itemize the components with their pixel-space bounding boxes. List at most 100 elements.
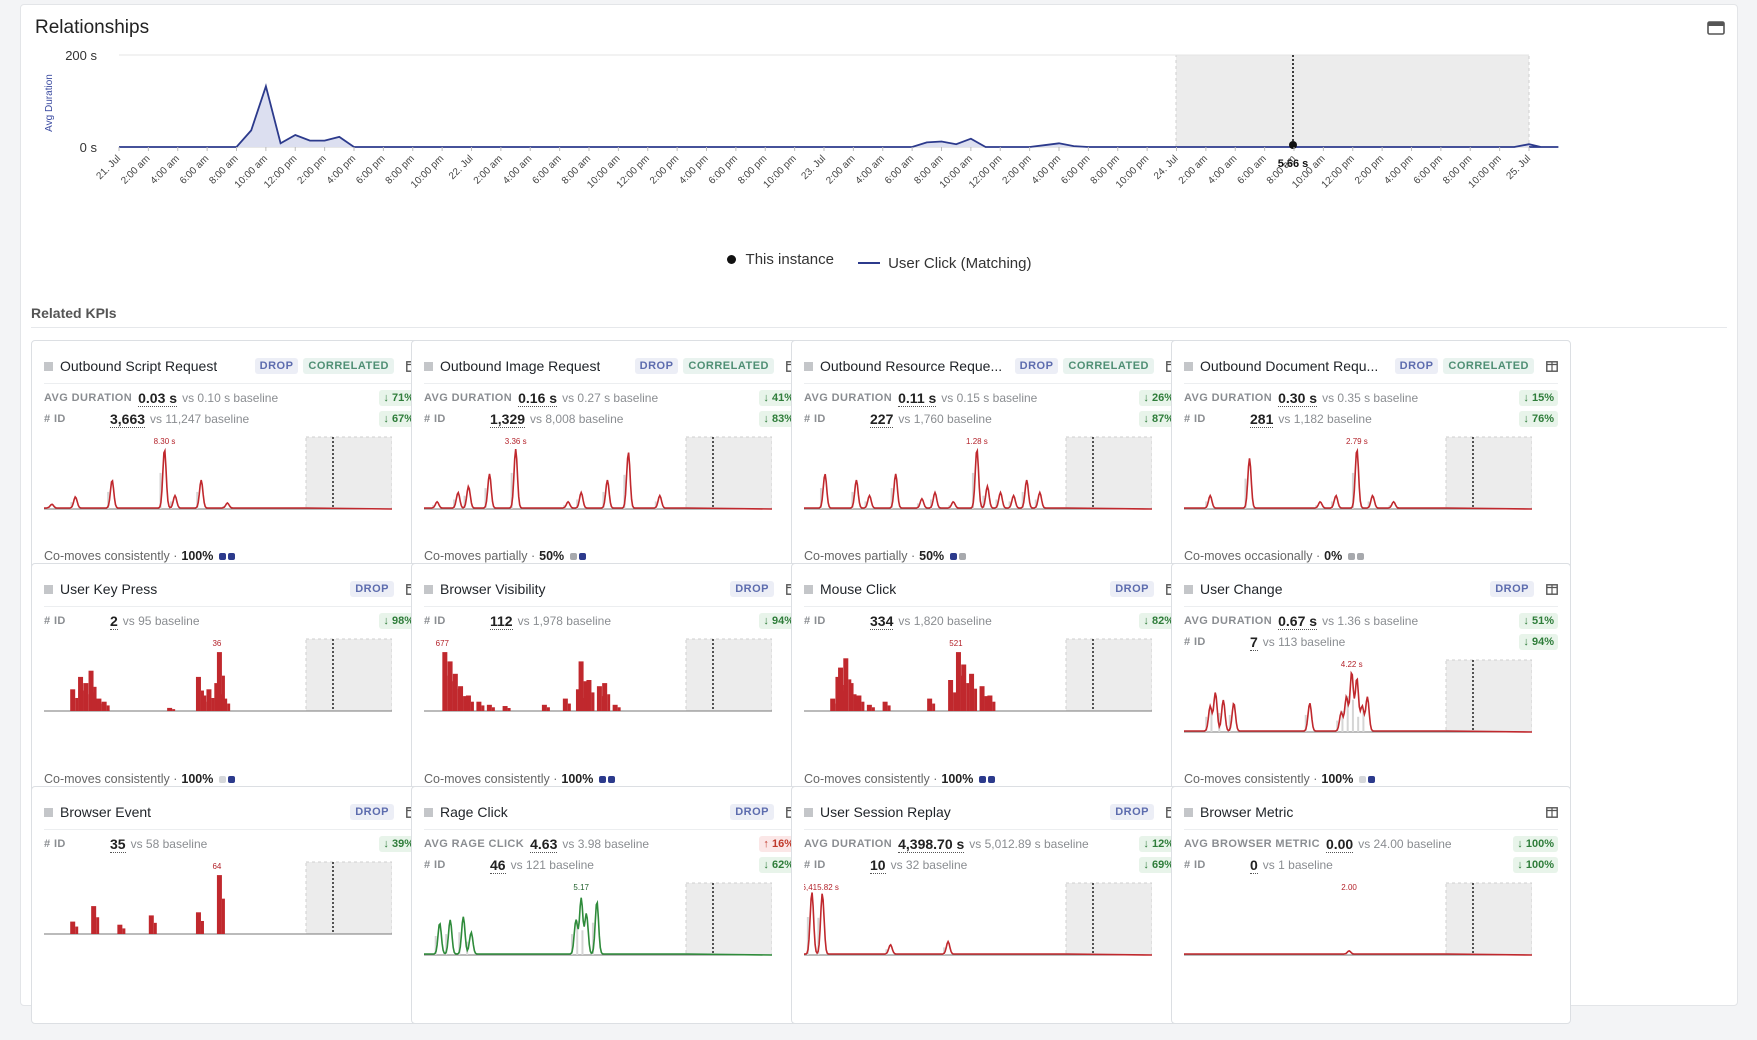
x-tick-label: 6:00 pm — [1412, 153, 1445, 186]
kpi-sparkline[interactable]: 36 — [44, 637, 392, 719]
kpi-card-title[interactable]: Outbound Document Requ... — [1200, 358, 1379, 374]
kpi-status-square-icon — [804, 361, 813, 371]
sparkline-bar — [447, 661, 453, 711]
kpi-card[interactable]: User Session Replay DROP AVG DURATION 4,398… — [791, 786, 1191, 1024]
kpi-sparkline[interactable]: 3.36 s — [424, 435, 772, 517]
kpi-card-title[interactable]: User Session Replay — [820, 804, 951, 820]
kpi-card[interactable]: User Key Press DROP # ID 2 vs 95 baseline ↓ 9… — [31, 563, 431, 801]
metric-baseline: vs 8,008 baseline — [530, 412, 624, 426]
selection-window — [305, 638, 392, 712]
co-move-percent: 100% — [181, 549, 214, 563]
card-divider — [424, 383, 798, 384]
kpi-sparkline[interactable]: 4.22 s — [1184, 658, 1532, 740]
drop-badge: DROP — [350, 581, 394, 597]
metric-value[interactable]: 0.03 s — [138, 389, 178, 407]
metric-baseline: vs 11,247 baseline — [150, 412, 250, 426]
kpi-sparkline[interactable]: 5.17 — [424, 881, 772, 963]
kpi-card[interactable]: Browser Visibility DROP # ID 112 vs 1,978 ba… — [411, 563, 811, 801]
metric-value[interactable]: 0.30 s — [1278, 389, 1318, 407]
kpi-card-title[interactable]: Rage Click — [440, 804, 508, 820]
legend-item-instance[interactable]: This instance — [726, 251, 834, 268]
kpi-card[interactable]: Outbound Resource Reque... DROP CORRELATED… — [791, 340, 1191, 578]
metric-value[interactable]: 0 — [1250, 856, 1258, 874]
co-move-indicator-icon — [1357, 552, 1365, 560]
metric-value[interactable]: 46 — [490, 856, 506, 874]
kpi-card[interactable]: Rage Click DROP AVG RAGE CLICK 4.63 vs 3.98 … — [411, 786, 811, 1024]
metric-value[interactable]: 10 — [870, 856, 886, 874]
kpi-card-title[interactable]: Outbound Script Request — [60, 358, 218, 374]
kpi-sparkline[interactable]: 2.79 s — [1184, 435, 1532, 517]
metric-value[interactable]: 35 — [110, 835, 126, 853]
metric-value[interactable]: 7 — [1250, 633, 1258, 651]
kpi-sparkline[interactable]: 64 — [44, 860, 392, 942]
metric-value[interactable]: 112 — [490, 612, 513, 630]
kpi-sparkline[interactable]: 677 — [424, 637, 772, 719]
open-table-icon[interactable] — [1546, 360, 1558, 372]
co-move-percent: 100% — [941, 772, 974, 786]
sparkline-bar — [491, 707, 495, 711]
kpi-card[interactable]: User Change DROP AVG DURATION 0.67 s vs 1.36… — [1171, 563, 1571, 801]
kpi-sparkline[interactable]: 2.00 — [1184, 881, 1532, 963]
kpi-sparkline[interactable]: 36,415.82 s — [804, 881, 1152, 963]
sparkline-bar — [866, 704, 872, 711]
sparkline-bar — [70, 921, 76, 934]
kpi-card-title[interactable]: User Key Press — [60, 581, 158, 597]
selection-window — [1445, 659, 1532, 733]
open-table-icon[interactable] — [1546, 583, 1558, 595]
metric-value[interactable]: 2 — [110, 612, 118, 630]
card-divider — [44, 383, 418, 384]
metric-value[interactable]: 3,663 — [110, 410, 146, 428]
metric-value[interactable]: 4.63 — [530, 835, 558, 853]
kpi-card[interactable]: Browser Metric AVG BROWSER METRIC 0.00 vs 2… — [1171, 786, 1571, 1024]
sparkline-bar — [887, 705, 891, 711]
x-tick-label: 2:00 am — [472, 153, 505, 186]
kpi-card-title[interactable]: Browser Metric — [1200, 804, 1294, 820]
metric-label: # ID — [44, 615, 66, 627]
kpi-card[interactable]: Outbound Document Requ... DROP CORRELATED A… — [1171, 340, 1571, 578]
metric-value[interactable]: 334 — [870, 612, 894, 630]
sparkline-bar — [966, 683, 970, 711]
metric-baseline: vs 113 baseline — [1262, 635, 1346, 649]
kpi-card[interactable]: Outbound Script Request DROP CORRELATED AVG… — [31, 340, 431, 578]
metric-baseline: vs 0.10 s baseline — [182, 391, 279, 405]
kpi-card-title[interactable]: Outbound Resource Reque... — [820, 358, 1003, 374]
x-tick-label: 2:00 pm — [648, 153, 681, 186]
metric-value[interactable]: 281 — [1250, 410, 1274, 428]
x-tick-label: 6:00 pm — [354, 153, 387, 186]
kpi-status-square-icon — [1184, 807, 1193, 817]
kpi-card-title[interactable]: Mouse Click — [820, 581, 897, 597]
metric-value[interactable]: 0.67 s — [1278, 612, 1318, 630]
legend-item-series[interactable]: User Click (Matching) — [858, 255, 1031, 272]
kpi-card-title[interactable]: Outbound Image Request — [440, 358, 601, 374]
kpi-card-title[interactable]: User Change — [1200, 581, 1283, 597]
metric-value[interactable]: 0.11 s — [898, 389, 937, 407]
card-divider — [804, 383, 1178, 384]
metric-value[interactable]: 4,398.70 s — [898, 835, 965, 853]
x-tick-label: 4:00 am — [501, 153, 534, 186]
kpi-sparkline[interactable]: 1.28 s — [804, 435, 1152, 517]
metric-label: AVG DURATION — [1184, 615, 1273, 627]
metric-value[interactable]: 1,329 — [490, 410, 526, 428]
sparkline-bar — [612, 704, 618, 711]
collapse-panel-icon[interactable] — [1707, 21, 1725, 35]
metric-value[interactable]: 227 — [870, 410, 894, 428]
kpi-card[interactable]: Mouse Click DROP # ID 334 vs 1,820 baseline ↓… — [791, 563, 1191, 801]
metric-value[interactable]: 0.00 — [1325, 835, 1354, 853]
kpi-card-title[interactable]: Browser Event — [60, 804, 152, 820]
kpi-card[interactable]: Browser Event DROP # ID 35 vs 58 baseline ↓ 3… — [31, 786, 431, 1024]
x-tick-label: 6:00 pm — [1059, 153, 1092, 186]
kpi-card-header: Mouse Click DROP — [804, 579, 1178, 599]
kpi-sparkline[interactable]: 8.30 s — [44, 435, 392, 517]
kpi-card-header: User Change DROP — [1184, 579, 1558, 599]
co-move-text: Co-moves consistently · — [44, 549, 178, 563]
kpi-card-title[interactable]: Browser Visibility — [440, 581, 546, 597]
kpi-card[interactable]: Outbound Image Request DROP CORRELATED AVG … — [411, 340, 811, 578]
co-move-indicator-icon — [1368, 775, 1376, 783]
metric-value[interactable]: 0.16 s — [518, 389, 558, 407]
sparkline-bar — [882, 701, 888, 711]
open-table-icon[interactable] — [1546, 806, 1558, 818]
kpi-sparkline[interactable]: 521 — [804, 637, 1152, 719]
sparkline-bar — [167, 707, 173, 711]
sparkline-bar — [172, 709, 176, 711]
